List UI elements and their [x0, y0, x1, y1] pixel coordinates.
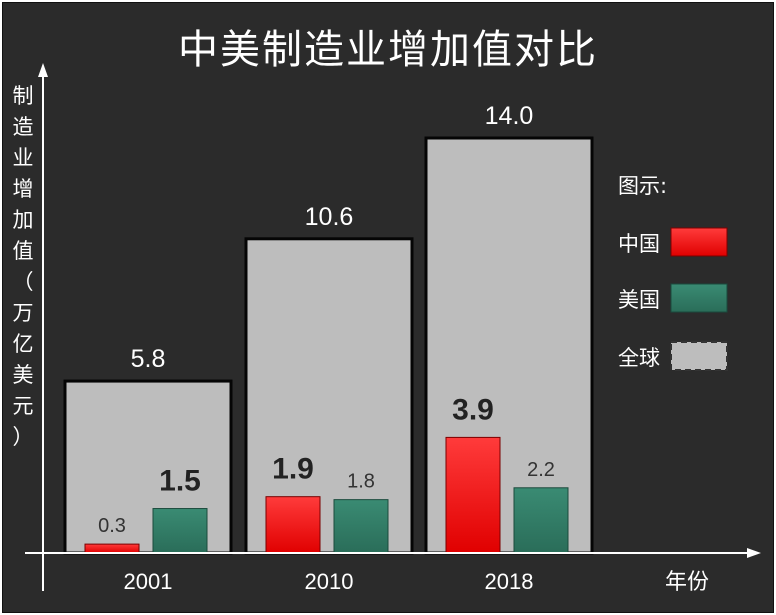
legend-label-usa: 美国 — [618, 288, 660, 312]
x-tick-label-2010: 2010 — [305, 569, 354, 594]
china-bar-2010 — [265, 496, 321, 554]
usa-bar-2001 — [152, 508, 208, 554]
legend-swatch-usa — [670, 283, 728, 313]
x-tick-label-2018: 2018 — [485, 569, 534, 594]
x-tick-label-2001: 2001 — [124, 569, 173, 594]
china-bar-2001 — [84, 543, 140, 554]
chart-title: 中美制造业增加值对比 — [178, 27, 598, 73]
legend-swatch-china — [670, 227, 728, 257]
x-axis-title: 年份 — [665, 570, 709, 595]
y-axis-arrow-icon — [38, 63, 48, 77]
china-value-label-2010: 1.9 — [272, 453, 314, 486]
chart-svg: 中美制造业增加值对比 5.8 0.3 1.5 10.6 1.9 1.8 14.0 3.9 2.2… — [13, 27, 761, 595]
x-axis-arrow-icon — [747, 548, 761, 558]
usa-bar-2010 — [333, 499, 389, 554]
legend-title: 图示: — [618, 174, 667, 198]
global-value-label-2018: 14.0 — [485, 102, 534, 130]
global-value-label-2010: 10.6 — [305, 203, 354, 231]
global-value-label-2001: 5.8 — [131, 345, 166, 373]
china-value-label-2018: 3.9 — [452, 393, 494, 426]
y-axis-title-text: 制造业增加值（万亿美元） — [13, 84, 34, 449]
country-bar-group — [84, 436, 569, 554]
legend-label-global: 全球 — [618, 346, 660, 370]
china-bar-2018 — [445, 436, 501, 554]
usa-value-label-2018: 2.2 — [527, 459, 555, 481]
x-tick-group: 2001 2010 2018 — [124, 569, 534, 594]
usa-value-label-2010: 1.8 — [347, 471, 375, 493]
usa-bar-2018 — [513, 487, 569, 554]
legend-label-china: 中国 — [618, 232, 660, 256]
china-value-label-2001: 0.3 — [98, 515, 126, 537]
value-label-group: 5.8 0.3 1.5 10.6 1.9 1.8 14.0 3.9 2.2 — [98, 102, 555, 537]
legend-swatch-global — [670, 341, 728, 371]
y-axis-title: 制造业增加值（万亿美元） — [13, 84, 34, 449]
usa-value-label-2001: 1.5 — [159, 465, 201, 498]
